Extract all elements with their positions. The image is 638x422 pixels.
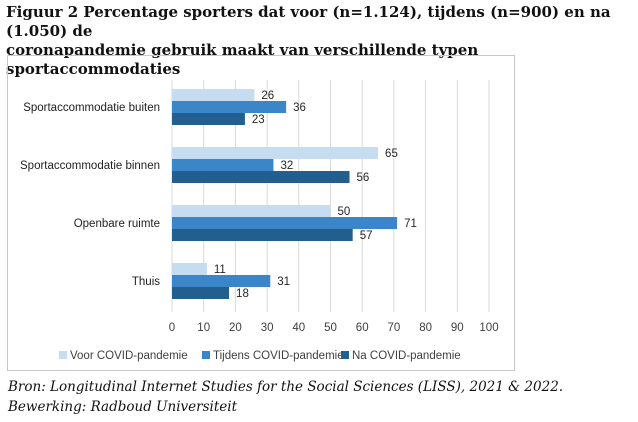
x-tick-label-6: 60 (356, 322, 369, 334)
bar-3-2 (172, 287, 230, 299)
title-line-2: coronapandemie gebruik maakt van verschi… (6, 41, 479, 78)
x-tick-label-10: 100 (479, 322, 498, 334)
source-line-1: Bron: Longitudinal Internet Studies for … (8, 379, 564, 395)
x-tick-label-7: 70 (388, 322, 401, 334)
data-label-1-1: 32 (280, 160, 293, 172)
category-label-0: Sportaccommodatie buiten (23, 102, 160, 114)
x-tick-label-1: 10 (197, 322, 210, 334)
bar-1-1 (172, 159, 274, 171)
legend-swatch-1 (202, 351, 210, 359)
bar-1-0 (172, 147, 379, 159)
category-label-1: Sportaccommodatie binnen (20, 160, 160, 172)
figure-title: Figuur 2 Percentage sporters dat voor (n… (6, 3, 634, 79)
data-label-0-2: 23 (252, 114, 265, 126)
data-label-1-0: 65 (385, 148, 398, 160)
x-tick-label-8: 80 (419, 322, 432, 334)
legend-swatch-2 (341, 351, 349, 359)
title-line-1: Figuur 2 Percentage sporters dat voor (n… (6, 3, 611, 40)
bar-3-0 (172, 263, 207, 275)
data-label-0-0: 26 (261, 90, 274, 102)
source-note: Bron: Longitudinal Internet Studies for … (8, 377, 563, 417)
data-label-2-2: 57 (360, 230, 373, 242)
x-tick-label-5: 50 (324, 322, 337, 334)
chart-frame (7, 55, 515, 371)
bar-1-2 (172, 171, 350, 183)
data-label-3-1: 31 (277, 276, 290, 288)
legend-label-0: Voor COVID-pandemie (70, 350, 188, 362)
legend-label-1: Tijdens COVID-pandemie (213, 350, 344, 362)
legend-swatch-0 (59, 351, 67, 359)
category-label-2: Openbare ruimte (74, 218, 160, 230)
data-label-3-2: 18 (236, 288, 249, 300)
x-tick-label-2: 20 (229, 322, 242, 334)
data-label-2-0: 50 (338, 206, 351, 218)
data-label-2-1: 71 (404, 218, 417, 230)
data-label-0-1: 36 (293, 102, 306, 114)
data-label-3-0: 11 (214, 264, 226, 276)
x-tick-label-9: 90 (451, 322, 464, 334)
x-tick-label-4: 40 (292, 322, 305, 334)
legend-label-2: Na COVID-pandemie (352, 350, 461, 362)
bar-0-2 (172, 113, 245, 125)
source-line-2: Bewerking: Radboud Universiteit (8, 399, 238, 415)
bar-2-1 (172, 217, 398, 229)
data-label-1-2: 56 (357, 172, 370, 184)
category-label-3: Thuis (132, 276, 160, 288)
bar-0-0 (172, 89, 255, 101)
x-tick-label-3: 30 (261, 322, 274, 334)
bar-3-1 (172, 275, 271, 287)
bar-0-1 (172, 101, 287, 113)
x-tick-label-0: 0 (169, 322, 175, 334)
bar-2-2 (172, 229, 353, 241)
bar-2-0 (172, 205, 331, 217)
